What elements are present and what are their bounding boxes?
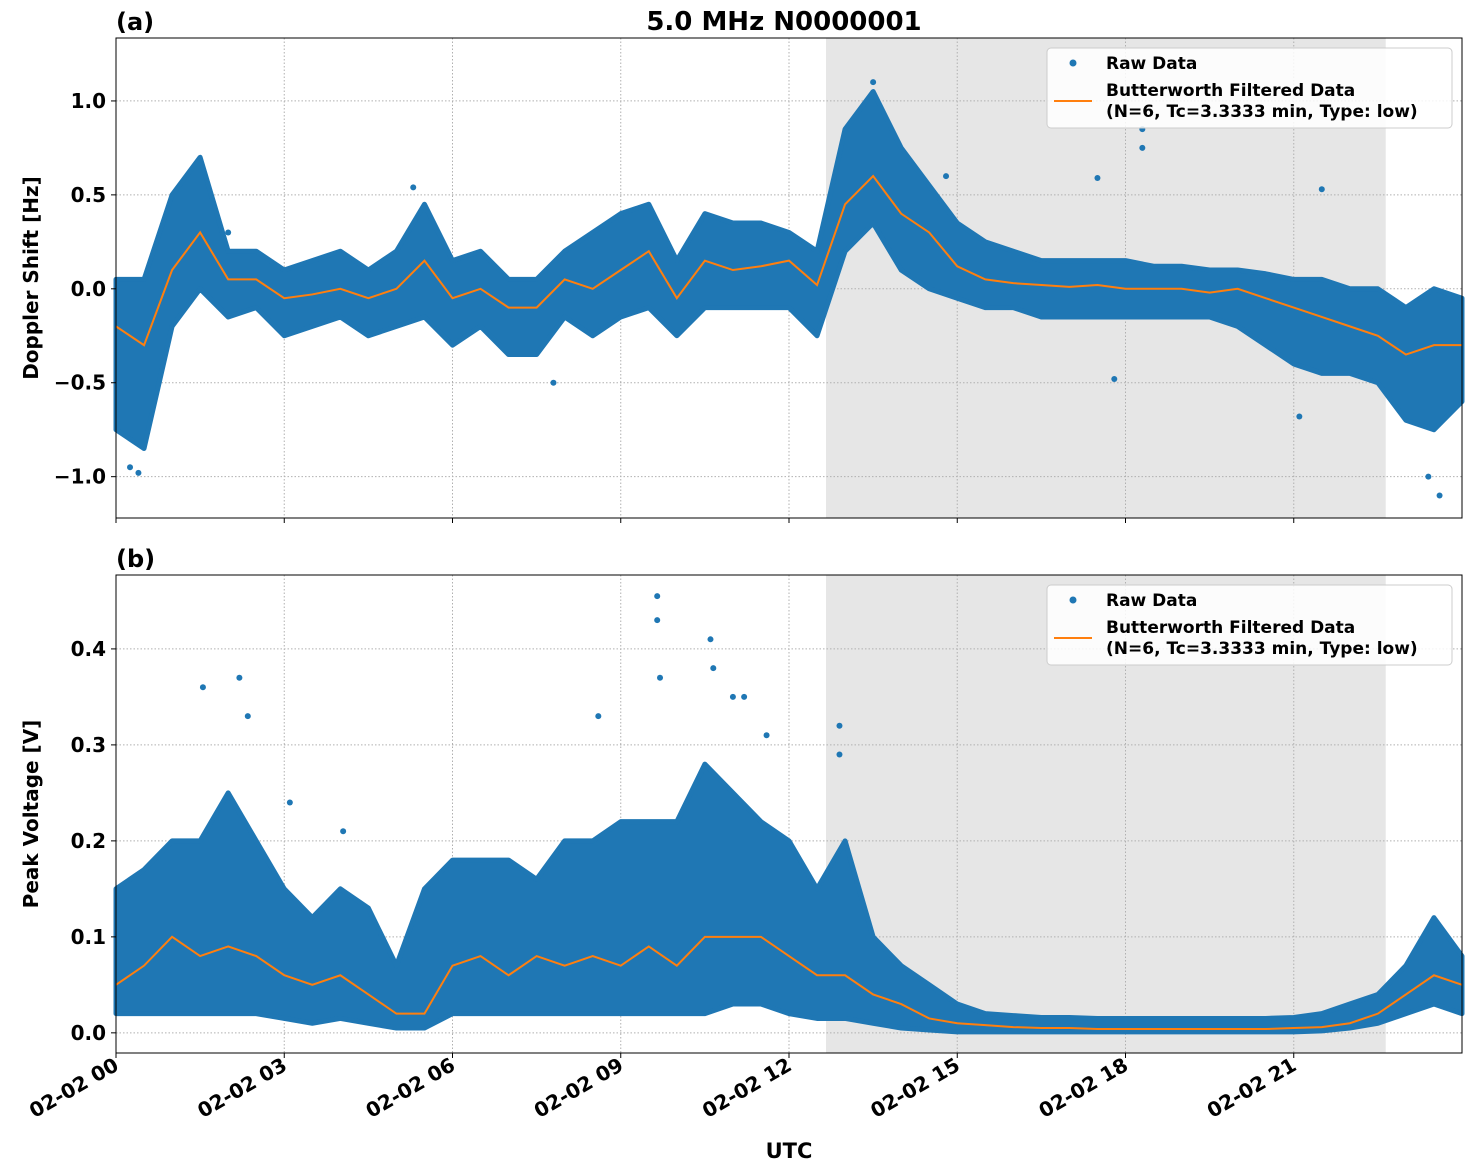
y-tick-label: 1.0 — [71, 89, 106, 113]
y-tick-label: 0.3 — [71, 733, 106, 757]
legend-filtered-label: Butterworth Filtered Data — [1106, 618, 1355, 638]
raw-data-point — [340, 828, 347, 835]
x-tick-label: 02-02 12 — [698, 1053, 796, 1123]
panel-label: (a) — [116, 8, 154, 36]
legend-box — [1046, 47, 1453, 129]
panel-a: 1.0 0.5 0.0 −0.5 −1.0 (a) Doppler Shift [Hz] Ra… — [19, 8, 1465, 523]
x-tick-label: 02-02 18 — [1034, 1053, 1132, 1123]
legend-raw-label: Raw Data — [1106, 591, 1197, 611]
y-tick-label: 0.5 — [71, 183, 106, 207]
raw-data-point — [595, 713, 602, 720]
raw-data-point — [244, 713, 251, 720]
raw-data-point — [836, 751, 843, 758]
y-tick-label: −0.5 — [54, 371, 106, 395]
x-tick-label: 02-02 15 — [866, 1053, 964, 1123]
y-tick-label: 0.0 — [71, 1021, 106, 1045]
raw-data-point — [410, 184, 417, 191]
raw-data-point — [1425, 473, 1432, 480]
legend-filtered-params: (N=6, Tc=3.3333 min, Type: low) — [1106, 639, 1418, 659]
raw-data-point — [836, 722, 843, 729]
raw-data-point — [729, 693, 736, 700]
raw-data-point — [199, 684, 206, 691]
raw-data-point — [286, 799, 293, 806]
filtered-data-line — [115, 174, 1462, 356]
y-axis-label: Peak Voltage [V] — [19, 720, 43, 909]
y-axis-label: Doppler Shift [Hz] — [19, 176, 43, 380]
raw-data-point — [135, 469, 142, 476]
raw-data-point — [236, 674, 243, 681]
raw-data-point — [550, 379, 557, 386]
panel-label: (b) — [116, 545, 155, 573]
x-tick-label: 02-02 09 — [530, 1053, 628, 1123]
raw-data-point — [1094, 174, 1101, 181]
raw-data-point — [870, 79, 877, 86]
raw-data-point — [654, 617, 661, 624]
raw-data-point — [741, 693, 748, 700]
y-tick-label: 0.1 — [71, 925, 106, 949]
raw-data-point — [1111, 375, 1118, 382]
x-tick-label: 02-02 06 — [361, 1053, 459, 1123]
raw-data-point — [654, 593, 661, 600]
raw-data-point — [943, 173, 950, 180]
y-tick-label: 0.4 — [71, 637, 106, 661]
raw-data-point — [127, 464, 134, 471]
legend: Raw Data Butterworth Filtered Data(N=6, T… — [1046, 584, 1453, 666]
legend-filtered-label: Butterworth Filtered Data — [1106, 81, 1355, 101]
raw-data-point — [710, 665, 717, 672]
raw-data-point — [657, 674, 664, 681]
filtered-data-line — [115, 935, 1463, 1031]
raw-data-point — [1436, 492, 1443, 499]
legend: Raw Data Butterworth Filtered Data(N=6, T… — [1046, 47, 1453, 129]
legend-filtered-params: (N=6, Tc=3.3333 min, Type: low) — [1106, 102, 1418, 122]
x-tick-label: 02-02 03 — [193, 1053, 291, 1123]
raw-data-point — [225, 229, 232, 236]
panel-b: 0.0 0.1 0.2 0.3 0.4 02-02 00 02-02 03 02-02 06 0… — [19, 545, 1465, 1123]
legend-raw-marker — [1069, 59, 1077, 67]
raw-data-point — [1296, 413, 1303, 420]
x-tick-label: 02-02 00 — [25, 1053, 123, 1123]
legend-box — [1046, 584, 1453, 666]
y-tick-label: 0.2 — [71, 829, 106, 853]
x-axis-label: UTC — [766, 1139, 813, 1163]
legend-raw-marker — [1069, 596, 1077, 604]
raw-data-point — [1139, 144, 1146, 151]
x-tick-label: 02-02 21 — [1203, 1053, 1301, 1123]
legend-raw-label: Raw Data — [1106, 54, 1197, 74]
raw-data-point — [707, 636, 714, 643]
y-tick-label: 0.0 — [71, 277, 106, 301]
raw-data-point — [763, 732, 770, 739]
raw-data-point — [1318, 186, 1325, 193]
y-tick-label: −1.0 — [54, 465, 106, 489]
figure-title: 5.0 MHz N0000001 — [646, 7, 921, 37]
